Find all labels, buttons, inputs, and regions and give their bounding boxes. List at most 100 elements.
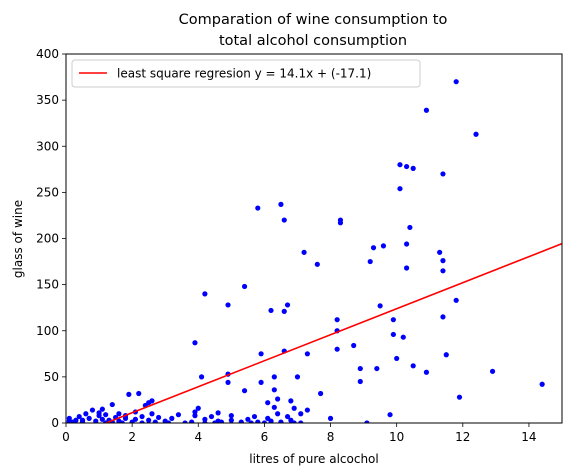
data-point: [453, 297, 459, 303]
data-point: [337, 217, 344, 223]
data-point: [149, 411, 155, 417]
data-point: [89, 407, 96, 413]
data-point: [245, 416, 251, 422]
data-point: [169, 415, 175, 421]
data-point: [387, 412, 393, 418]
x-tick-label: 2: [128, 430, 136, 444]
data-point: [334, 317, 340, 323]
data-point: [380, 243, 387, 249]
data-point: [228, 417, 234, 423]
data-point: [255, 205, 261, 211]
data-point: [443, 352, 449, 358]
data-point: [304, 407, 310, 413]
data-point: [271, 374, 277, 380]
data-point: [407, 224, 413, 231]
data-point: [175, 412, 182, 418]
data-point: [397, 162, 403, 168]
data-point: [301, 249, 307, 255]
data-point: [370, 245, 377, 251]
data-point: [364, 420, 370, 423]
data-point: [410, 165, 416, 171]
data-point: [403, 241, 410, 247]
data-point: [268, 418, 274, 423]
data-point: [258, 351, 264, 357]
data-point: [291, 405, 297, 411]
data-point: [149, 398, 155, 404]
plot-area: [66, 79, 562, 423]
data-point: [258, 379, 264, 386]
data-point: [225, 302, 231, 308]
data-point: [456, 394, 463, 400]
data-point: [288, 398, 294, 404]
data-point: [192, 413, 198, 419]
data-point: [86, 415, 92, 421]
data-point: [271, 387, 277, 393]
regression-line: [103, 242, 562, 423]
data-point: [146, 417, 152, 423]
data-point: [215, 410, 221, 416]
data-point: [189, 419, 195, 423]
data-point: [225, 379, 231, 386]
data-point: [99, 406, 105, 412]
data-point: [318, 390, 324, 397]
data-point: [357, 365, 363, 372]
data-point: [218, 419, 225, 423]
data-point: [423, 107, 430, 113]
chart-title-line-1: Comparation of wine consumption to: [179, 12, 448, 28]
data-point: [423, 369, 430, 375]
data-point: [275, 396, 281, 402]
legend: least square regresion y = 14.1x + (-17.…: [71, 59, 421, 88]
data-point: [73, 417, 79, 423]
x-tick-label: 10: [389, 430, 404, 444]
data-point: [390, 331, 396, 338]
y-tick-label: 250: [36, 185, 59, 199]
data-point: [99, 416, 105, 422]
data-point: [294, 374, 301, 380]
data-point: [192, 409, 198, 415]
data-point: [400, 334, 406, 340]
x-tick-label: 4: [194, 430, 202, 444]
y-tick-label: 400: [36, 47, 59, 61]
legend-label: least square regresion y = 14.1x + (-17.…: [117, 67, 371, 81]
data-point: [241, 283, 248, 290]
y-tick-label: 300: [36, 139, 59, 153]
y-tick-label: 150: [36, 278, 59, 292]
data-point: [251, 413, 258, 420]
data-point: [374, 365, 380, 372]
x-axis-label: litres of pure alcochol: [249, 452, 378, 466]
data-point: [304, 351, 310, 357]
data-point: [268, 307, 274, 314]
data-point: [116, 411, 122, 417]
data-point: [202, 416, 208, 422]
data-point: [76, 413, 82, 420]
data-point: [271, 404, 277, 410]
data-point: [357, 378, 363, 385]
data-point: [165, 420, 172, 423]
data-point: [351, 342, 357, 349]
data-point: [298, 411, 304, 417]
data-point: [437, 249, 443, 255]
x-tick-label: 0: [62, 430, 70, 444]
data-point: [83, 411, 89, 417]
y-axis: 0 50 100 150 200 250 300 350 400: [36, 47, 66, 430]
data-point: [403, 163, 410, 170]
data-point: [182, 420, 188, 423]
data-point: [248, 420, 254, 423]
data-point: [265, 400, 271, 406]
x-tick-label: 6: [261, 430, 269, 444]
data-point: [278, 419, 284, 423]
data-point: [440, 314, 446, 320]
data-point: [119, 420, 125, 423]
data-point: [281, 308, 287, 314]
legend-box: [71, 59, 421, 88]
data-point: [403, 265, 410, 271]
x-tick-label: 12: [455, 430, 470, 444]
data-point: [103, 412, 109, 418]
data-point: [66, 415, 72, 421]
data-point: [473, 131, 479, 137]
data-point: [228, 413, 234, 419]
data-point: [238, 419, 244, 423]
data-point: [275, 411, 281, 417]
data-point: [440, 171, 446, 177]
